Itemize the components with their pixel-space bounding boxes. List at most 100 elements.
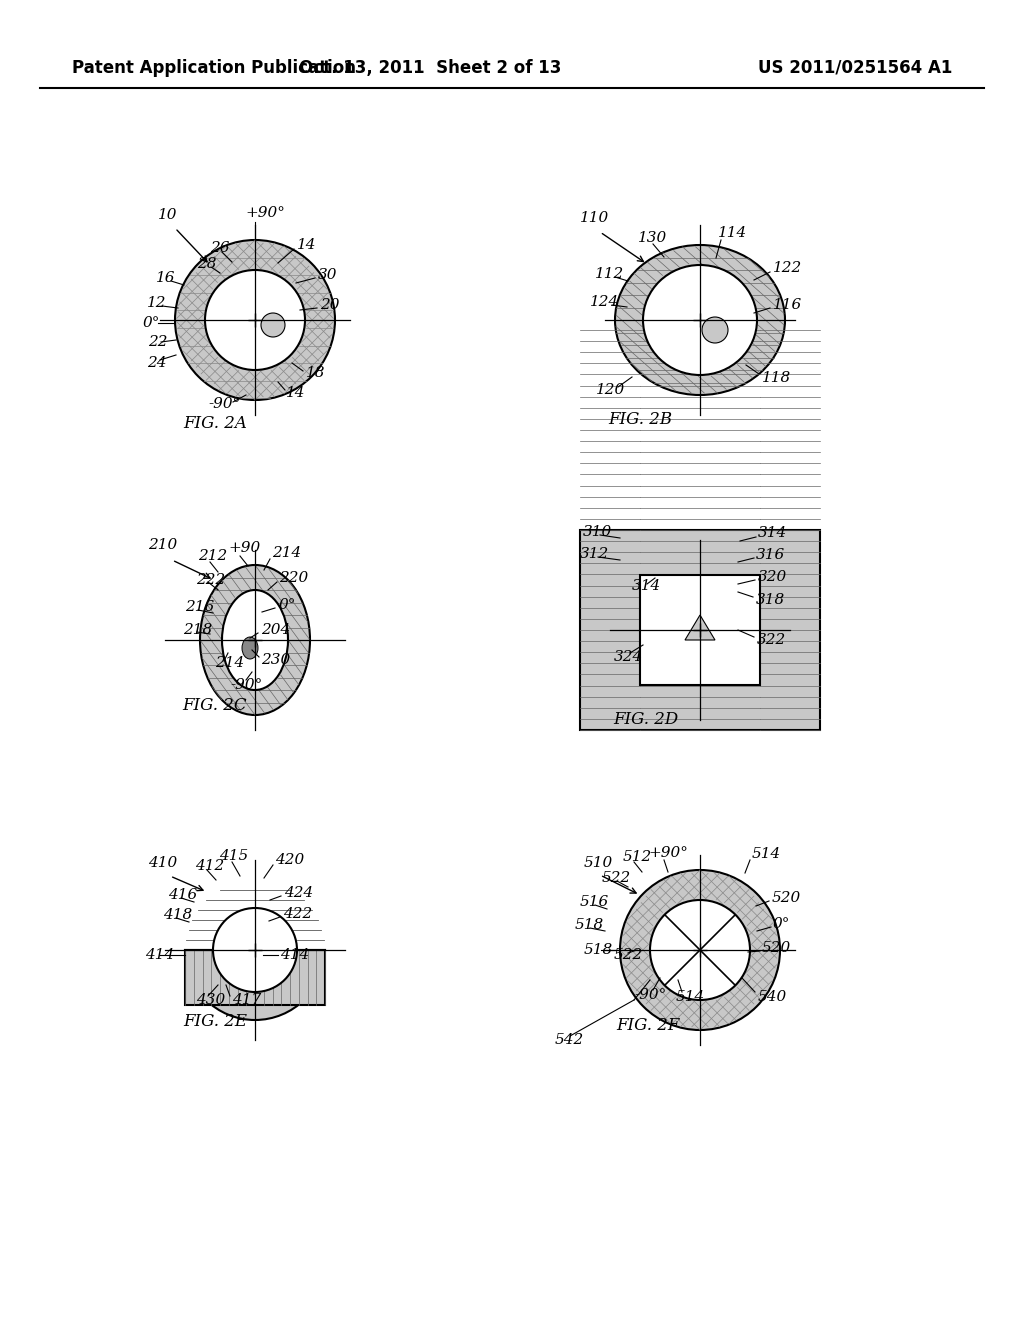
Wedge shape — [185, 950, 325, 1020]
Text: 518: 518 — [584, 942, 613, 957]
Ellipse shape — [643, 265, 757, 375]
Text: 10: 10 — [158, 209, 177, 222]
Text: 220: 220 — [279, 572, 308, 585]
Text: 520: 520 — [772, 891, 801, 906]
Circle shape — [620, 870, 780, 1030]
Text: 318: 318 — [756, 593, 785, 607]
Text: FIG. 2B: FIG. 2B — [608, 412, 672, 429]
Text: FIG. 2A: FIG. 2A — [183, 414, 247, 432]
Text: 310: 310 — [583, 525, 612, 539]
Text: 320: 320 — [758, 570, 787, 583]
Text: 118: 118 — [762, 371, 792, 385]
Text: 516: 516 — [580, 895, 609, 909]
Text: 216: 216 — [185, 601, 214, 614]
Text: 414: 414 — [280, 948, 309, 962]
Text: 18: 18 — [306, 366, 326, 380]
Text: 324: 324 — [614, 649, 643, 664]
Text: 114: 114 — [718, 226, 748, 240]
Text: 218: 218 — [183, 623, 212, 638]
Text: 28: 28 — [197, 257, 216, 271]
Text: 512: 512 — [623, 850, 652, 865]
Text: 412: 412 — [195, 859, 224, 873]
Text: +90: +90 — [228, 541, 260, 554]
Ellipse shape — [242, 638, 258, 659]
Text: 322: 322 — [757, 634, 786, 647]
Text: 418: 418 — [163, 908, 193, 921]
Text: FIG. 2C: FIG. 2C — [182, 697, 248, 714]
Bar — [185, 950, 325, 1005]
Text: US 2011/0251564 A1: US 2011/0251564 A1 — [758, 59, 952, 77]
Text: +90°: +90° — [648, 846, 688, 861]
Text: 122: 122 — [773, 261, 802, 275]
Text: 417: 417 — [232, 993, 261, 1007]
Text: 222: 222 — [196, 573, 225, 587]
Circle shape — [213, 908, 297, 993]
Text: 30: 30 — [318, 268, 338, 282]
Circle shape — [205, 271, 305, 370]
Circle shape — [650, 900, 750, 1001]
Ellipse shape — [222, 590, 288, 690]
Text: 24: 24 — [147, 356, 167, 370]
Text: 204: 204 — [261, 623, 290, 638]
Text: 12: 12 — [147, 296, 167, 310]
Text: 314: 314 — [632, 579, 662, 593]
Text: 214: 214 — [215, 656, 245, 671]
Text: 14: 14 — [297, 238, 316, 252]
Text: 112: 112 — [595, 267, 625, 281]
Circle shape — [175, 240, 335, 400]
Text: FIG. 2D: FIG. 2D — [613, 711, 679, 729]
Bar — [580, 531, 820, 730]
Text: 420: 420 — [275, 853, 304, 867]
Text: 230: 230 — [261, 653, 290, 667]
Text: 518: 518 — [575, 917, 604, 932]
Text: 422: 422 — [283, 907, 312, 921]
Circle shape — [702, 317, 728, 343]
Text: 312: 312 — [580, 546, 609, 561]
Text: 540: 540 — [758, 990, 787, 1005]
Text: Oct. 13, 2011  Sheet 2 of 13: Oct. 13, 2011 Sheet 2 of 13 — [299, 59, 561, 77]
Text: 414: 414 — [145, 948, 174, 962]
Text: +90°: +90° — [245, 206, 285, 220]
Text: 514: 514 — [752, 847, 781, 861]
Text: -90°: -90° — [634, 987, 667, 1002]
Ellipse shape — [615, 246, 785, 395]
Text: 314: 314 — [758, 525, 787, 540]
Text: 0°: 0° — [279, 598, 296, 612]
Polygon shape — [685, 615, 715, 640]
Circle shape — [261, 313, 285, 337]
Text: 16: 16 — [156, 271, 175, 285]
Text: 116: 116 — [773, 298, 802, 312]
Text: 212: 212 — [198, 549, 227, 564]
Text: 510: 510 — [584, 855, 613, 870]
Text: 120: 120 — [596, 383, 626, 397]
Text: FIG. 2F: FIG. 2F — [616, 1016, 680, 1034]
Text: 424: 424 — [284, 886, 313, 900]
Text: 210: 210 — [148, 539, 177, 552]
Text: 130: 130 — [638, 231, 668, 246]
Text: 20: 20 — [319, 298, 340, 312]
Text: 0°: 0° — [143, 315, 161, 330]
Ellipse shape — [200, 565, 310, 715]
Text: 416: 416 — [168, 888, 198, 902]
Text: 520: 520 — [762, 941, 792, 954]
Text: Patent Application Publication: Patent Application Publication — [72, 59, 356, 77]
Text: 410: 410 — [148, 855, 177, 870]
Text: 542: 542 — [555, 1034, 585, 1047]
Text: 514: 514 — [676, 990, 706, 1005]
Text: 124: 124 — [590, 294, 620, 309]
Text: 214: 214 — [272, 546, 301, 560]
Text: 316: 316 — [756, 548, 785, 562]
Text: 522: 522 — [602, 871, 631, 884]
Text: -90°: -90° — [230, 678, 262, 692]
Text: FIG. 2E: FIG. 2E — [183, 1014, 247, 1031]
Text: 415: 415 — [219, 849, 248, 863]
Text: 14: 14 — [286, 385, 305, 400]
Text: 22: 22 — [148, 335, 168, 348]
Text: 430: 430 — [196, 993, 225, 1007]
Text: 110: 110 — [580, 211, 609, 224]
Text: -90°: -90° — [208, 397, 241, 411]
Text: 26: 26 — [210, 242, 229, 255]
Text: 522: 522 — [614, 948, 643, 962]
Bar — [640, 576, 760, 685]
Text: 0°: 0° — [773, 917, 791, 931]
